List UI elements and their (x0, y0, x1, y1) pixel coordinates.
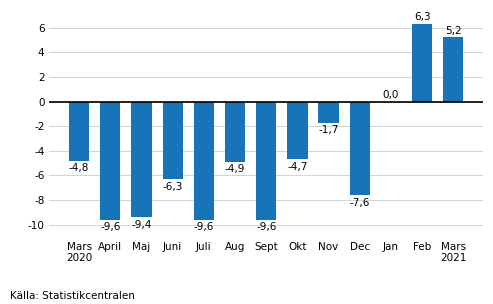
Text: 6,3: 6,3 (414, 12, 430, 22)
Bar (287, 102, 308, 160)
Text: -6,3: -6,3 (163, 182, 183, 192)
Bar (225, 102, 245, 162)
Bar (69, 102, 89, 161)
Text: -7,6: -7,6 (350, 198, 370, 208)
Bar (443, 37, 463, 102)
Text: 0,0: 0,0 (383, 90, 399, 100)
Bar (194, 102, 214, 220)
Text: -9,6: -9,6 (256, 222, 277, 232)
Text: -9,4: -9,4 (131, 220, 152, 230)
Bar (256, 102, 277, 220)
Bar (131, 102, 152, 217)
Text: -9,6: -9,6 (194, 222, 214, 232)
Text: -1,7: -1,7 (318, 125, 339, 135)
Bar (100, 102, 120, 220)
Text: -9,6: -9,6 (100, 222, 120, 232)
Bar (318, 102, 339, 123)
Bar (350, 102, 370, 195)
Bar (412, 24, 432, 102)
Text: 5,2: 5,2 (445, 26, 461, 36)
Bar (163, 102, 183, 179)
Text: -4,9: -4,9 (225, 164, 245, 174)
Text: -4,7: -4,7 (287, 162, 308, 172)
Text: Källa: Statistikcentralen: Källa: Statistikcentralen (10, 291, 135, 301)
Text: -4,8: -4,8 (69, 163, 89, 173)
